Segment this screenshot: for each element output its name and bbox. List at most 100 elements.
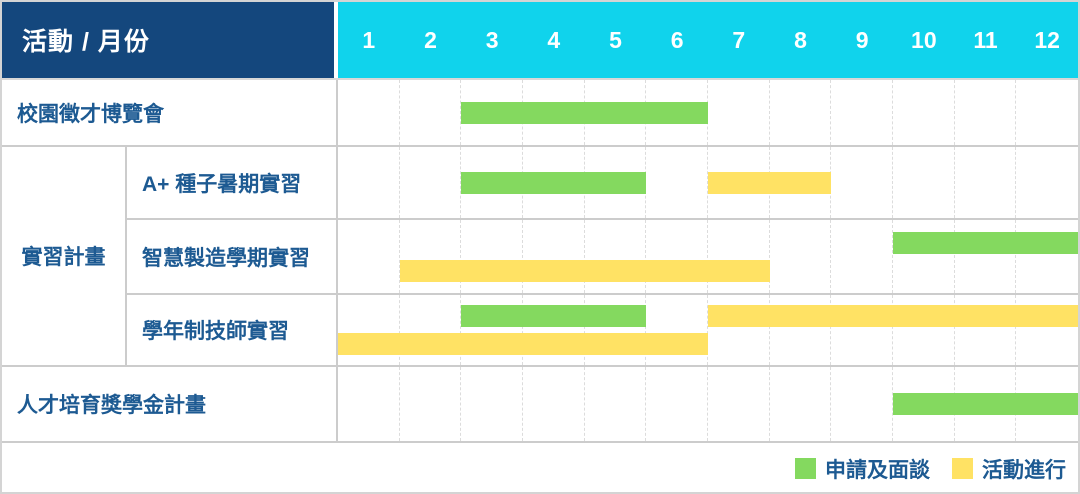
bar-line: [338, 101, 1078, 124]
legend: 申請及面談 活動進行: [2, 443, 1078, 492]
month-header-cell: 4: [547, 26, 561, 53]
month-gridline-cell: [708, 367, 770, 441]
month-gridline-cell: [955, 220, 1017, 293]
month-header-cell: 10: [911, 26, 937, 53]
gantt-bar-apply: [893, 393, 1078, 415]
legend-item-apply: 申請及面談: [795, 454, 930, 484]
gantt-bar-apply: [461, 171, 647, 194]
row-group-label: 實習計畫: [2, 147, 127, 367]
month-header-cell: 9: [855, 26, 869, 53]
gantt-bar-apply: [461, 305, 647, 327]
month-gridline-cell: [400, 220, 462, 293]
month-gridline-cell: [646, 295, 708, 365]
month-gridline-cell: [646, 220, 708, 293]
gantt-track: [338, 367, 1078, 443]
month-gridline-cell: [831, 147, 893, 218]
row-label: 人才培育獎學金計畫: [2, 367, 338, 443]
bar-lines: [338, 80, 1078, 145]
month-gridline-cell: [338, 295, 400, 365]
month-header-cell: 1: [362, 26, 376, 53]
month-gridline-cell: [523, 220, 585, 293]
bar-line: [338, 333, 1078, 355]
month-gridline-cell: [955, 80, 1017, 145]
bar-line: [338, 171, 1078, 194]
month-gridline-cell: [831, 367, 893, 441]
month-gridline-cell: [708, 220, 770, 293]
month-gridline-cell: [400, 147, 462, 218]
month-gridlines: [338, 220, 1078, 293]
month-gridline-cell: [955, 295, 1017, 365]
month-gridline-cell: [770, 367, 832, 441]
month-header-cell: 2: [424, 26, 437, 53]
bar-lines: [338, 367, 1078, 441]
bar-line: [338, 231, 1078, 254]
month-gridline-cell: [708, 80, 770, 145]
legend-swatch-apply: [795, 458, 816, 479]
bar-lines: [338, 147, 1078, 218]
gantt-track: [338, 220, 1078, 295]
gantt-bar-apply: [461, 101, 708, 124]
corner-header-cell: 活動 / 月份: [2, 2, 338, 78]
month-gridline-cell: [461, 220, 523, 293]
month-gridline-cell: [338, 367, 400, 441]
month-gridline-cell: [893, 80, 955, 145]
month-gridline-cell: [338, 220, 400, 293]
month-header-cell: 6: [670, 26, 684, 53]
table-header: 活動 / 月份 1 2 3 4 5 6 7 8 9 10 11 12: [2, 2, 1078, 80]
month-header-cell: 8: [794, 26, 807, 53]
row-label: 智慧製造學期實習: [127, 220, 338, 295]
month-gridline-cell: [400, 295, 462, 365]
gantt-track: [338, 80, 1078, 147]
month-gridline-cell: [585, 220, 647, 293]
month-gridline-cell: [831, 220, 893, 293]
month-gridline-cell: [400, 367, 462, 441]
month-header-cell: 7: [732, 26, 746, 53]
gantt-track: [338, 295, 1078, 367]
gantt-bar-ongoing: [708, 171, 832, 194]
bar-line: [338, 259, 1078, 282]
month-gridlines: [338, 295, 1078, 365]
gantt-bar-ongoing: [399, 259, 770, 282]
month-gridline-cell: [770, 220, 832, 293]
month-gridline-cell: [955, 147, 1017, 218]
legend-label: 活動進行: [982, 458, 1066, 482]
month-header-strip: 1 2 3 4 5 6 7 8 9 10 11 12: [338, 2, 1078, 78]
month-gridline-cell: [831, 80, 893, 145]
gantt-bar-ongoing: [708, 305, 1078, 327]
month-gridline-cell: [646, 367, 708, 441]
month-header-cell: 11: [973, 26, 998, 53]
month-gridline-cell: [523, 367, 585, 441]
bar-line: [338, 393, 1078, 415]
month-gridline-cell: [461, 295, 523, 365]
bar-line: [338, 305, 1078, 327]
month-gridline-cell: [770, 80, 832, 145]
row-label: 學年制技師實習: [127, 295, 338, 367]
month-gridline-cell: [770, 295, 832, 365]
month-header-cell: 12: [1034, 26, 1060, 53]
gantt-bar-ongoing: [338, 333, 708, 355]
month-gridline-cell: [585, 295, 647, 365]
gantt-bar-apply: [893, 231, 1078, 254]
month-gridline-cell: [708, 295, 770, 365]
legend-item-ongoing: 活動進行: [952, 454, 1066, 484]
legend-label: 申請及面談: [825, 458, 930, 482]
month-gridline-cell: [893, 220, 955, 293]
month-gridline-cell: [338, 147, 400, 218]
gantt-body: 校園徵才博覽會 實習計畫 A+ 種子暑期實習 智慧製造學期實習 學年制技師實習 人才培育獎…: [2, 80, 1078, 443]
month-gridline-cell: [831, 295, 893, 365]
bar-lines: [338, 295, 1078, 365]
legend-swatch-ongoing: [952, 458, 973, 479]
month-header-cell: 3: [485, 26, 499, 53]
month-header-cell: 5: [609, 26, 622, 53]
month-gridline-cell: [893, 147, 955, 218]
month-gridline-cell: [585, 367, 647, 441]
month-gridline-cell: [523, 295, 585, 365]
month-gridline-cell: [338, 80, 400, 145]
gantt-track: [338, 147, 1078, 220]
month-gridline-cell: [646, 147, 708, 218]
month-gridline-cell: [461, 367, 523, 441]
month-gridline-cell: [400, 80, 462, 145]
row-label: 校園徵才博覽會: [2, 80, 338, 147]
row-label: A+ 種子暑期實習: [127, 147, 338, 220]
